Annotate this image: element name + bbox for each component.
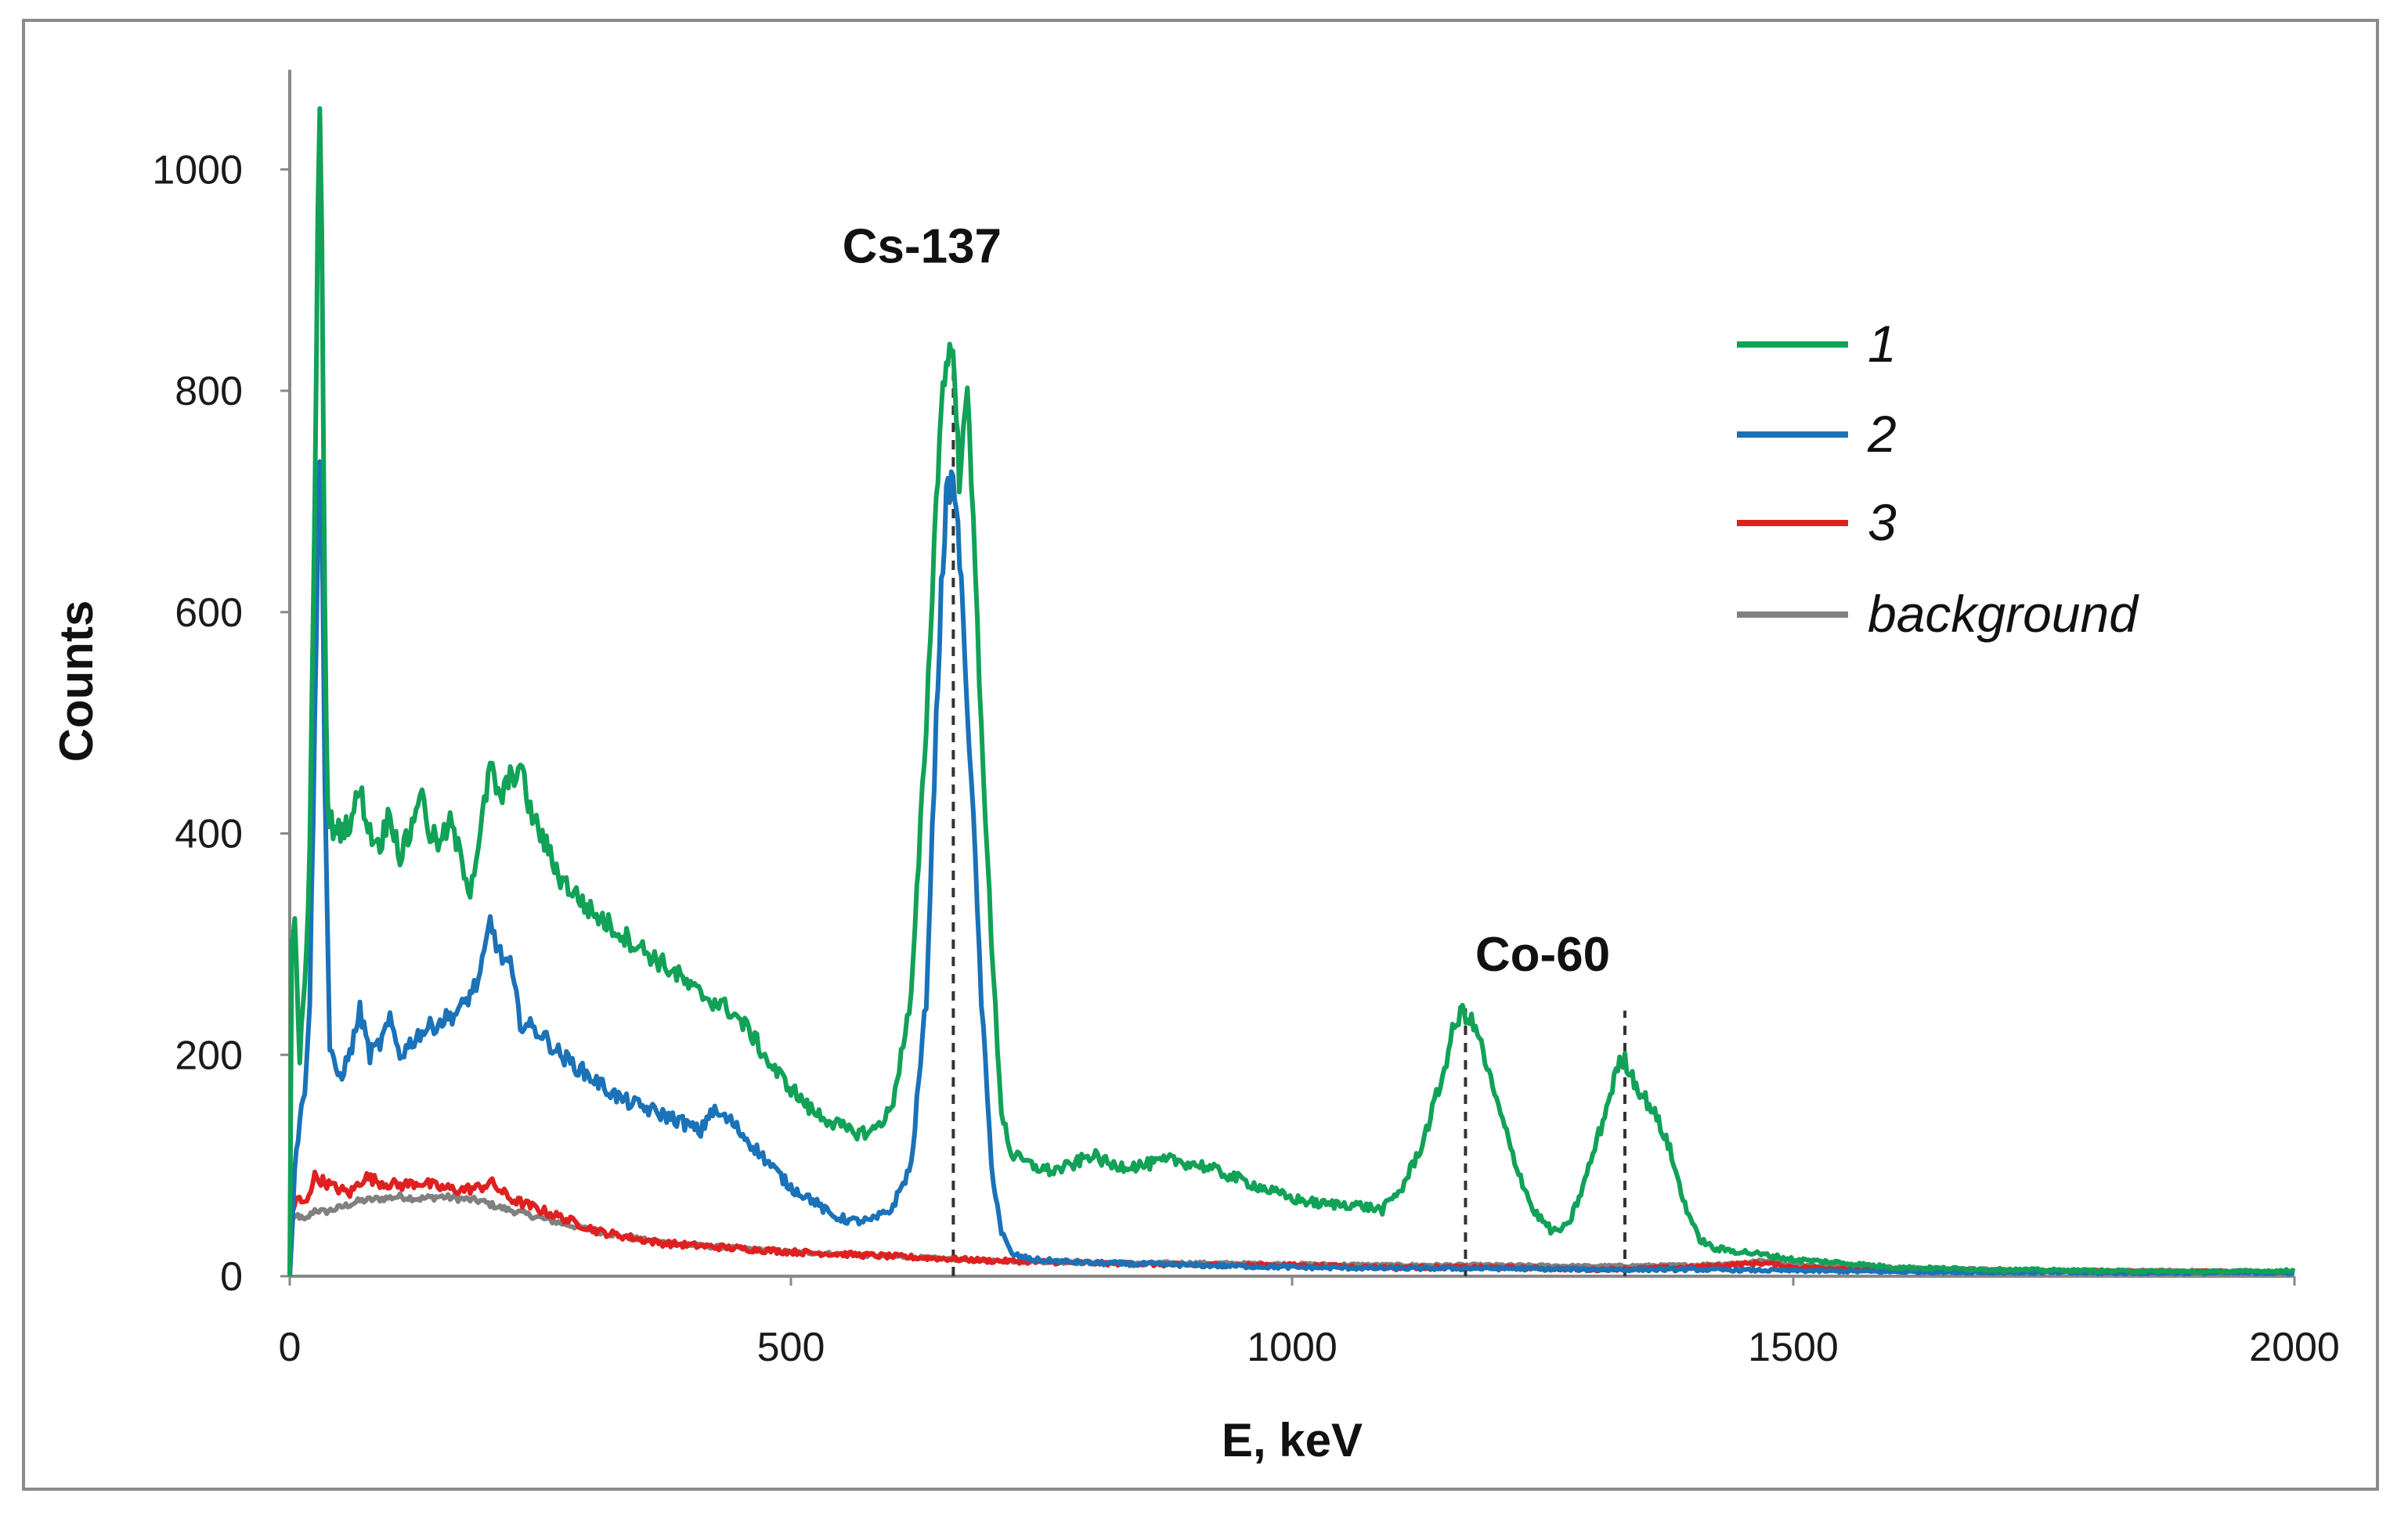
series-line-1 xyxy=(287,106,2295,1276)
x-axis-title: E, keV xyxy=(1222,1414,1363,1466)
y-tick-label: 400 xyxy=(175,812,243,857)
peak-markers xyxy=(951,368,1626,1276)
peak-annotations: Cs-137 Co-60 xyxy=(843,219,1610,982)
x-tick-label: 500 xyxy=(757,1325,825,1370)
cs137-label: Cs-137 xyxy=(843,219,1002,273)
x-tick-label: 1500 xyxy=(1748,1325,1839,1370)
legend-label-background: background xyxy=(1868,585,2139,643)
y-tick-label: 800 xyxy=(175,369,243,414)
y-tick-label: 0 xyxy=(220,1254,243,1300)
y-tick-label: 1000 xyxy=(152,147,243,193)
x-tick-label: 2000 xyxy=(2249,1325,2340,1370)
y-tick-label: 200 xyxy=(175,1033,243,1078)
legend-label-1: 1 xyxy=(1868,315,1897,373)
series-line-3 xyxy=(287,1169,2296,1276)
legend: 1 2 3 background xyxy=(1737,315,2139,643)
y-axis-title: Counts xyxy=(50,601,103,763)
series-line-2 xyxy=(287,459,2295,1277)
axes xyxy=(280,70,2296,1286)
y-tick-label: 600 xyxy=(175,590,243,636)
legend-label-2: 2 xyxy=(1867,405,1897,463)
co60-label: Co-60 xyxy=(1475,928,1610,982)
chart-frame xyxy=(22,19,2379,1491)
tick-labels: 0 200 400 600 800 1000 0 500 1000 1500 2000 xyxy=(152,147,2340,1370)
x-tick-label: 0 xyxy=(279,1325,301,1370)
series-layer xyxy=(287,106,2296,1277)
legend-label-3: 3 xyxy=(1868,493,1897,551)
x-tick-label: 1000 xyxy=(1247,1325,1338,1370)
